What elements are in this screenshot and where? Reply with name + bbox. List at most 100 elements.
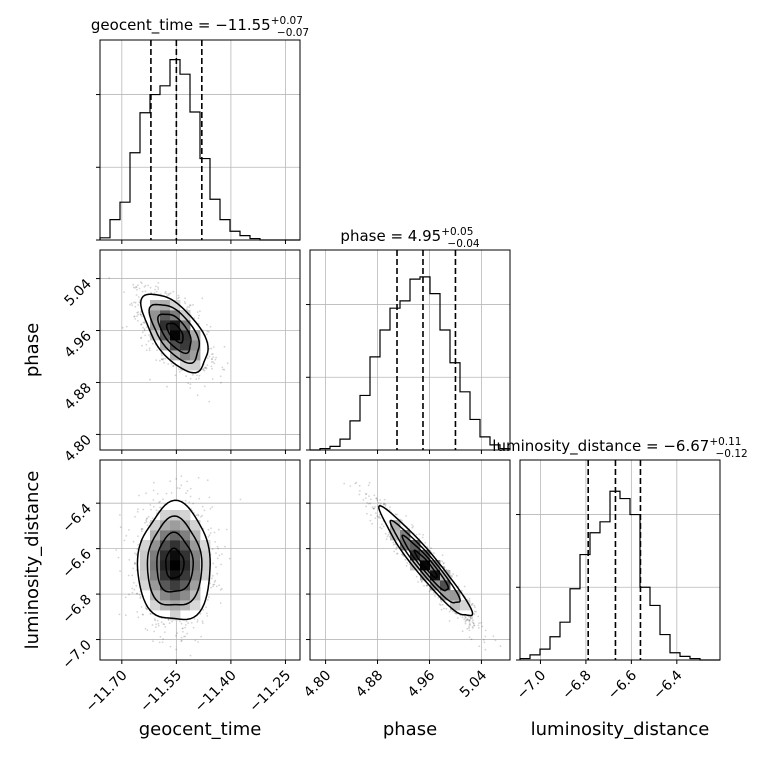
scatter-point	[389, 506, 391, 508]
density-cell	[190, 570, 201, 581]
scatter-point	[220, 381, 222, 384]
scatter-point	[152, 640, 154, 643]
scatter-point	[195, 514, 198, 517]
scatter-point	[146, 517, 149, 519]
density-cell	[180, 520, 191, 531]
y-tick-label-phase-1: 4.88	[61, 380, 94, 413]
scatter-point	[108, 277, 111, 279]
scatter-point	[465, 619, 468, 622]
scatter-point	[146, 524, 149, 527]
scatter-point	[442, 562, 445, 565]
scatter-point	[219, 602, 222, 604]
density-cell	[170, 570, 181, 581]
scatter-point	[218, 584, 221, 587]
scatter-point	[165, 293, 168, 295]
y-tick-label-luminosity-distance-1: −6.8	[59, 592, 94, 627]
scatter-point	[376, 515, 379, 518]
scatter-point	[424, 541, 427, 544]
scatter-point	[438, 603, 441, 606]
scatter-point	[471, 617, 473, 620]
scatter-point	[178, 487, 181, 490]
scatter-point	[184, 499, 187, 502]
scatter-point	[464, 617, 467, 619]
scatter-point	[175, 478, 178, 480]
scatter-point	[123, 539, 126, 542]
scatter-point	[412, 525, 415, 528]
scatter-point	[193, 317, 196, 320]
scatter-point	[180, 475, 183, 477]
density-cell	[170, 590, 181, 601]
scatter-point	[212, 353, 214, 355]
scatter-point	[434, 595, 436, 597]
scatter-point	[420, 580, 423, 583]
scatter-point	[463, 585, 466, 588]
scatter-point	[162, 623, 165, 625]
scatter-point	[205, 366, 207, 369]
scatter-point	[443, 566, 446, 569]
scatter-point	[154, 618, 156, 620]
scatter-point	[219, 375, 222, 378]
scatter-point	[473, 604, 476, 607]
density-cell	[190, 360, 201, 371]
density-cell	[170, 310, 181, 321]
density-cell	[150, 580, 161, 591]
density-cell	[160, 520, 171, 531]
scatter-point	[377, 501, 380, 504]
scatter-point	[149, 504, 152, 506]
scatter-point	[187, 382, 190, 385]
scatter-point	[136, 288, 138, 291]
scatter-point	[137, 311, 140, 313]
scatter-point	[392, 543, 395, 546]
scatter-point	[212, 356, 215, 358]
scatter-point	[214, 541, 217, 543]
scatter-point	[163, 623, 166, 626]
scatter-point	[148, 349, 151, 352]
density-cell	[190, 520, 201, 531]
scatter-point	[371, 506, 374, 508]
scatter-point	[392, 541, 395, 544]
scatter-point	[157, 286, 159, 288]
scatter-point	[159, 359, 161, 362]
scatter-point	[144, 522, 146, 524]
scatter-point	[226, 362, 229, 365]
scatter-point	[206, 330, 209, 333]
scatter-point	[189, 377, 192, 380]
scatter-point	[147, 340, 150, 343]
scatter-point	[364, 497, 367, 499]
scatter-point	[151, 624, 154, 626]
scatter-point	[198, 374, 201, 377]
scatter-point	[368, 502, 370, 505]
scatter-point	[443, 562, 445, 564]
scatter-point	[160, 621, 163, 623]
scatter-point	[180, 622, 183, 625]
scatter-point	[207, 536, 210, 538]
scatter-point	[124, 614, 127, 617]
scatter-point	[205, 367, 208, 370]
scatter-point	[372, 507, 375, 510]
density-cell	[150, 330, 161, 341]
scatter-point	[198, 314, 201, 317]
scatter-point	[141, 331, 144, 334]
density-cell	[180, 340, 191, 351]
scatter-point	[467, 619, 470, 622]
scatter-point	[379, 499, 381, 501]
hist-panel-phase	[306, 249, 511, 454]
scatter-point	[163, 631, 166, 633]
scatter-point	[140, 528, 143, 531]
scatter-point	[417, 581, 419, 583]
density-cell	[200, 570, 211, 581]
scatter-point	[169, 645, 172, 648]
scatter-point	[140, 323, 143, 326]
scatter-point	[125, 534, 128, 537]
joint-panel-phase-vs-luminosity-distance: 4.80 4.88 4.96 5.04	[301, 459, 511, 701]
scatter-point	[210, 353, 213, 355]
scatter-point	[380, 523, 383, 526]
scatter-point	[460, 589, 463, 592]
scatter-point	[369, 519, 372, 522]
scatter-point	[176, 487, 179, 489]
scatter-point	[210, 361, 213, 363]
scatter-point	[145, 343, 148, 346]
scatter-point	[194, 639, 197, 642]
density-cell	[160, 580, 171, 591]
scatter-point	[123, 291, 125, 293]
